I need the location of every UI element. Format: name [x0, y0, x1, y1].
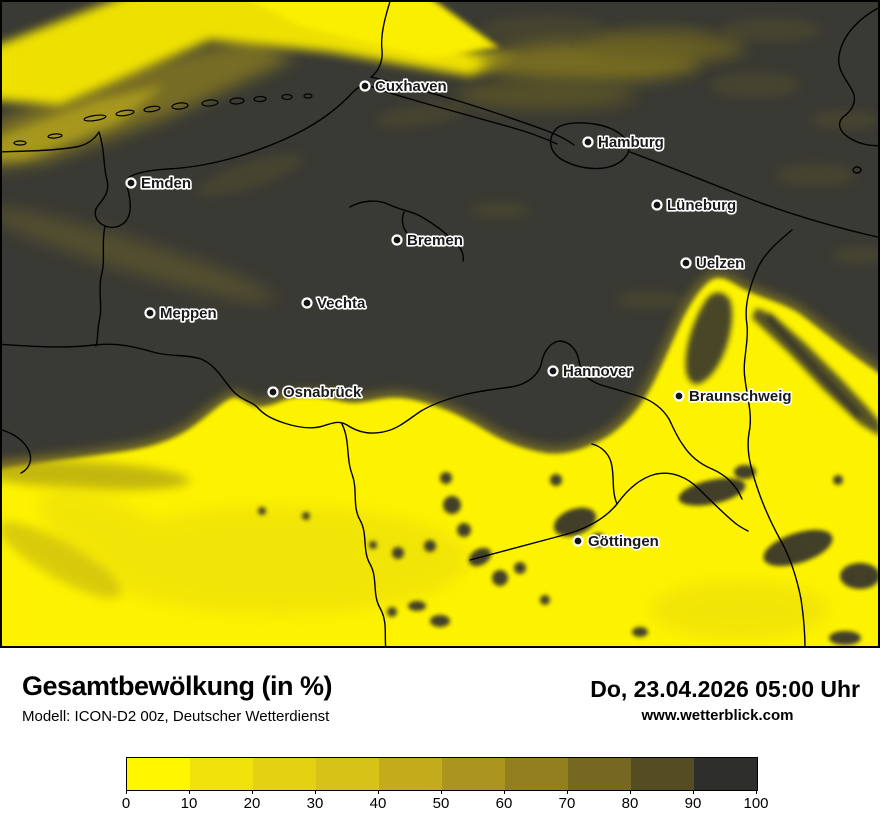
- legend-tick-mark: [315, 790, 316, 794]
- website-label: www.wetterblick.com: [641, 707, 794, 724]
- clear-band-top-core: [249, 0, 500, 58]
- city-label: Hamburg: [598, 134, 664, 151]
- legend-tick-mark: [126, 790, 127, 794]
- legend-tick-label: 20: [243, 795, 261, 812]
- legend-segment: [631, 758, 694, 790]
- city-marker-group: Hannover: [547, 361, 634, 382]
- city-marker-group: Bremen: [391, 230, 464, 251]
- city-label: Hannover: [563, 363, 632, 380]
- city-dot: [301, 297, 313, 309]
- city-label: Meppen: [160, 305, 217, 322]
- clear-texture-sw: [0, 521, 122, 599]
- valid-datetime: Do, 23.04.2026 05:00 Uhr: [590, 676, 860, 702]
- city-marker-group: Cuxhaven: [359, 76, 448, 97]
- city-dot: [673, 390, 685, 402]
- legend-segment: [253, 758, 316, 790]
- legend-tick-label: 70: [558, 795, 576, 812]
- cloud-tail-3: [455, 81, 635, 109]
- city-label: Lüneburg: [667, 197, 736, 214]
- city-dot: [359, 80, 371, 92]
- legend-segment: [694, 758, 757, 790]
- legend-tick-mark: [567, 790, 568, 794]
- legend-tick-label: 0: [121, 795, 131, 812]
- legend-tick-label: 10: [180, 795, 198, 812]
- cloud-cover-map: Cuxhaven Hamburg Emden Lüneburg Bremen Uelzen…: [0, 0, 880, 648]
- model-info: Modell: ICON-D2 00z, Deutscher Wetterdie…: [22, 708, 330, 725]
- legend-segment: [568, 758, 631, 790]
- city-dot: [267, 386, 279, 398]
- city-dot: [391, 234, 403, 246]
- city-label: Emden: [141, 175, 191, 192]
- legend-tick-label: 100: [743, 795, 769, 812]
- legend-tick-label: 50: [432, 795, 450, 812]
- legend-tick-labels: 0 10 20 30 40 50 60 70 80 90 100: [122, 790, 769, 817]
- cloud-tail-2: [585, 34, 745, 62]
- legend-tick-mark: [441, 790, 442, 794]
- legend-tick-mark: [378, 790, 379, 794]
- cities-layer: Cuxhaven Hamburg Emden Lüneburg Bremen Uelzen…: [125, 76, 793, 552]
- city-label: Braunschweig: [689, 388, 792, 405]
- city-label: Osnabrück: [283, 384, 362, 401]
- legend-tick-mark: [189, 790, 190, 794]
- city-dot: [125, 177, 137, 189]
- city-label: Göttingen: [588, 533, 659, 550]
- city-marker-group: Braunschweig: [673, 386, 793, 407]
- legend-segment: [316, 758, 379, 790]
- legend-tick-label: 30: [306, 795, 324, 812]
- city-dot: [582, 136, 594, 148]
- legend-tick-mark: [756, 790, 757, 794]
- city-marker-group: Vechta: [301, 293, 368, 314]
- city-dot: [680, 257, 692, 269]
- cloud-texture-dark: [197, 16, 880, 309]
- cloud-streak-olive-core: [0, 85, 165, 162]
- city-dot: [572, 535, 584, 547]
- city-dot: [144, 307, 156, 319]
- legend-segment: [379, 758, 442, 790]
- city-label: Bremen: [407, 232, 463, 249]
- cloud-streak-faint: [0, 208, 274, 302]
- city-marker-group: Hamburg: [582, 132, 665, 153]
- cloud-streak-core: [765, 315, 863, 419]
- city-marker-group: Uelzen: [680, 253, 746, 274]
- map-frame: [0, 0, 880, 648]
- legend-segment: [505, 758, 568, 790]
- legend-tick-mark: [630, 790, 631, 794]
- city-label: Uelzen: [696, 255, 744, 272]
- legend-colorbar: [126, 757, 758, 791]
- city-marker-group: Lüneburg: [651, 195, 738, 216]
- map-borders: [0, 0, 880, 648]
- legend-tick-label: 40: [369, 795, 387, 812]
- legend-segment: [442, 758, 505, 790]
- legend-segment: [190, 758, 253, 790]
- city-marker-group: Göttingen: [572, 531, 660, 552]
- legend-tick-label: 60: [495, 795, 513, 812]
- legend-tick-mark: [504, 790, 505, 794]
- city-dot: [547, 365, 559, 377]
- legend-tick-label: 80: [621, 795, 639, 812]
- city-marker-group: Emden: [125, 173, 193, 194]
- legend-tick-mark: [252, 790, 253, 794]
- city-label: Vechta: [317, 295, 366, 312]
- page-title: Gesamtbewölkung (in %): [22, 671, 333, 701]
- cloud-wedge: [685, 292, 733, 385]
- city-marker-group: Osnabrück: [267, 382, 364, 403]
- city-marker-group: Meppen: [144, 303, 218, 324]
- edge-dull-band: [0, 459, 190, 491]
- city-dot: [651, 199, 663, 211]
- legend-tick-mark: [693, 790, 694, 794]
- legend-segment: [127, 758, 190, 790]
- city-label: Cuxhaven: [375, 78, 447, 95]
- legend-tick-label: 90: [684, 795, 702, 812]
